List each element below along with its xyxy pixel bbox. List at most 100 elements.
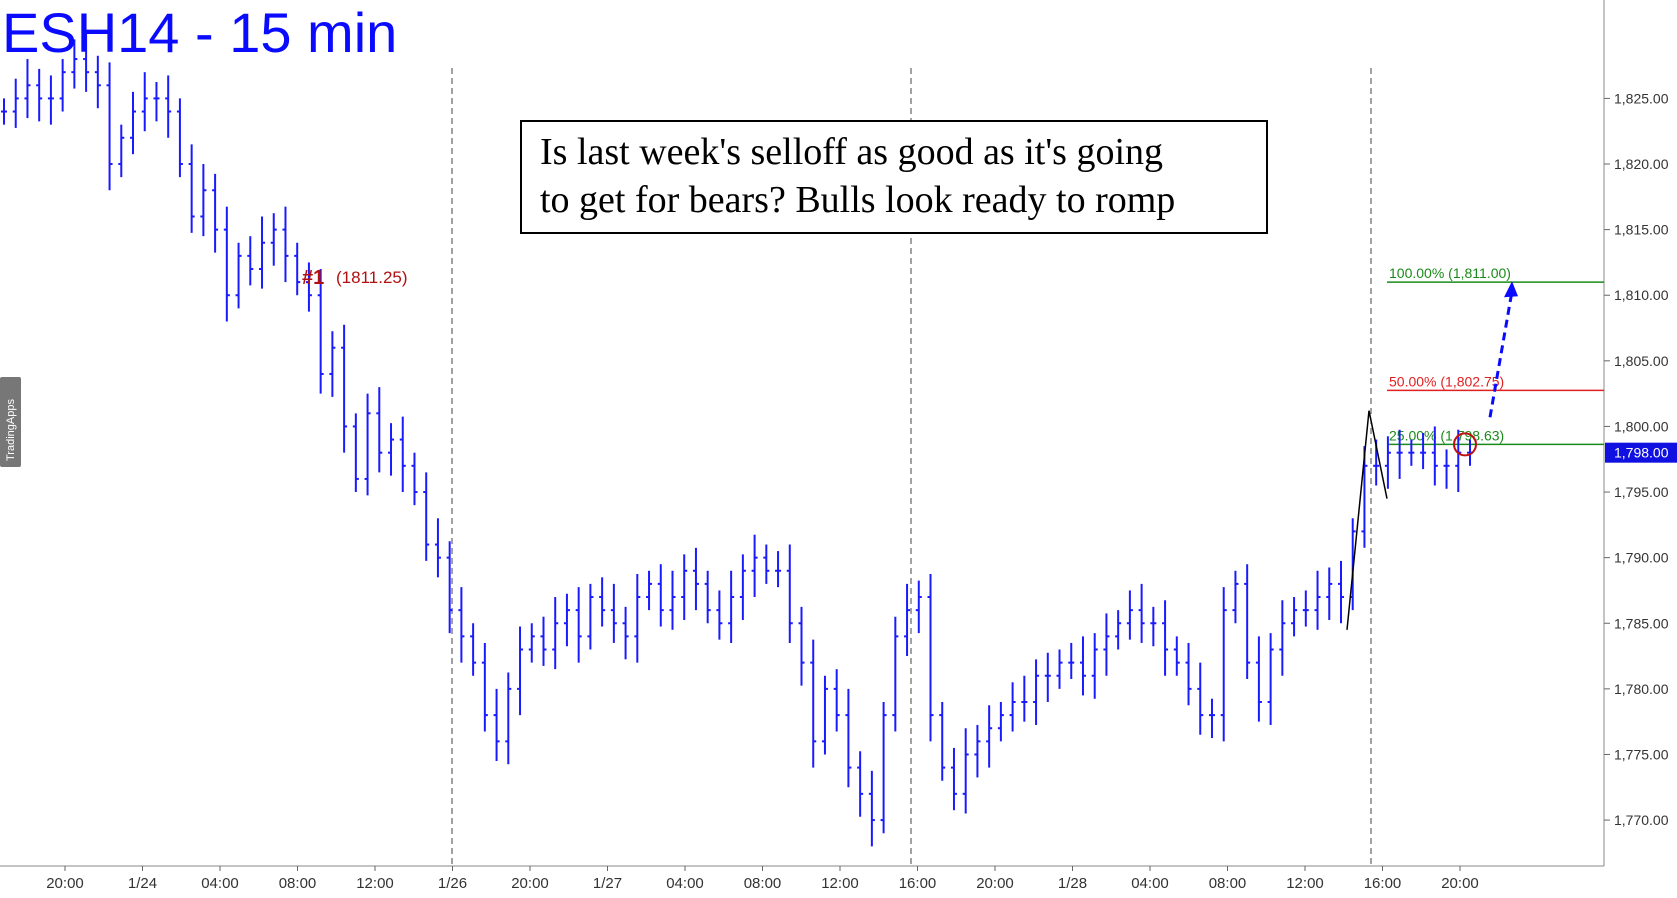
price-bar (282, 206, 289, 283)
price-bar (669, 570, 676, 630)
price-bar (1079, 636, 1086, 696)
price-bar (1244, 564, 1251, 680)
marker-value-label: (1811.25) (336, 268, 408, 287)
price-bar (1232, 570, 1239, 624)
price-bar (1326, 567, 1333, 620)
annotation-box-frame (520, 120, 1268, 234)
x-tick-label: 12:00 (821, 875, 859, 892)
price-bar (341, 324, 348, 453)
x-tick-label: 04:00 (666, 875, 704, 892)
chart-title: ESH14 - 15 min (2, 1, 397, 64)
price-bar (118, 124, 125, 178)
y-tick-label: 1,805.00 (1614, 353, 1669, 369)
price-bar (188, 144, 195, 233)
price-bar (610, 583, 617, 643)
price-bar (552, 597, 559, 670)
price-bar (716, 590, 723, 640)
price-bar (986, 705, 993, 768)
y-tick-label: 1,795.00 (1614, 484, 1669, 500)
price-bar (962, 728, 969, 814)
price-bar (587, 583, 594, 650)
price-bar (200, 164, 207, 237)
y-tick-label: 1,825.00 (1614, 90, 1669, 106)
x-axis-ticks: 20:00 1/24 04:00 08:00 12:00 1/26 20:00 1/27 04:… (46, 866, 1479, 892)
price-bar (845, 688, 852, 788)
price-bar (950, 747, 957, 811)
price-bar (83, 32, 90, 92)
price-bar (165, 75, 172, 138)
price-bar (1115, 610, 1122, 650)
price-bar (915, 580, 922, 634)
fib-level-label: 50.00% (1,802.75) (1389, 373, 1504, 389)
annotation-line-2: to get for bears? Bulls look ready to ro… (540, 179, 1175, 221)
price-bar (1208, 698, 1215, 739)
price-bar (1126, 590, 1133, 640)
price-bar (997, 701, 1004, 742)
last-price-badge (1605, 442, 1677, 463)
price-bar (1267, 633, 1274, 725)
price-bar (106, 62, 113, 191)
x-tick-label: 20:00 (46, 875, 84, 892)
price-bar (423, 472, 430, 561)
price-bar (1443, 449, 1450, 489)
price-bar (540, 616, 547, 666)
price-bar (94, 55, 101, 109)
fib-level-label: 100.00% (1,811.00) (1389, 265, 1511, 281)
price-bar (329, 331, 336, 397)
annotation-box: Is last week's selloff as good as it's g… (520, 120, 1268, 234)
swing-pattern-line (1346, 410, 1388, 630)
x-tick-label: 20:00 (511, 875, 549, 892)
entry-circle (1453, 432, 1477, 457)
price-bar (599, 577, 606, 627)
price-bar (1044, 652, 1051, 702)
price-bar (1396, 429, 1403, 479)
price-bar (1302, 590, 1309, 627)
price-bar (786, 544, 793, 643)
price-bar (71, 39, 78, 89)
price-bar (481, 642, 488, 732)
last-price-label: 1,798.00 (1614, 445, 1669, 461)
price-bar (458, 587, 465, 663)
price-bar (141, 72, 148, 132)
price-bar (176, 98, 183, 178)
x-tick-label: 04:00 (1131, 875, 1169, 892)
price-bar (1279, 600, 1286, 676)
price-bar (505, 672, 512, 765)
y-tick-label: 1,770.00 (1614, 812, 1669, 828)
price-bar (622, 606, 629, 660)
watermark-badge (0, 377, 21, 467)
projection-group (1346, 281, 1518, 630)
y-tick-label: 1,810.00 (1614, 287, 1669, 303)
price-bar (775, 551, 782, 588)
price-bar (728, 570, 735, 643)
y-tick-label: 1,800.00 (1614, 418, 1669, 434)
price-bar (24, 59, 31, 119)
y-tick-label: 1,790.00 (1614, 550, 1669, 566)
price-bar (517, 626, 524, 716)
price-bar (763, 544, 770, 584)
price-bar (857, 751, 864, 817)
x-tick-label: 1/26 (438, 875, 467, 892)
price-bar (974, 724, 981, 778)
x-tick-label: 1/28 (1058, 875, 1087, 892)
price-bar (259, 216, 266, 289)
x-tick-label: 08:00 (1209, 875, 1247, 892)
price-bar (1185, 642, 1192, 706)
price-bar (317, 268, 324, 394)
y-tick-label: 1,775.00 (1614, 746, 1669, 762)
price-bar (1138, 583, 1145, 643)
price-bar (270, 213, 277, 266)
price-bar (305, 262, 312, 312)
y-tick-label: 1,785.00 (1614, 615, 1669, 631)
price-bar (212, 173, 219, 253)
price-bar (810, 639, 817, 768)
price-bar (880, 701, 887, 834)
y-axis-ticks: 1,770.00 1,775.00 1,780.00 1,785.00 1,790.00… (1604, 90, 1677, 828)
price-bar (36, 68, 43, 122)
price-bar (833, 669, 840, 732)
x-tick-label: 20:00 (1441, 875, 1479, 892)
annotation-line-1: Is last week's selloff as good as it's g… (540, 131, 1163, 173)
price-bar (1009, 682, 1016, 732)
price-bar (1173, 636, 1180, 676)
